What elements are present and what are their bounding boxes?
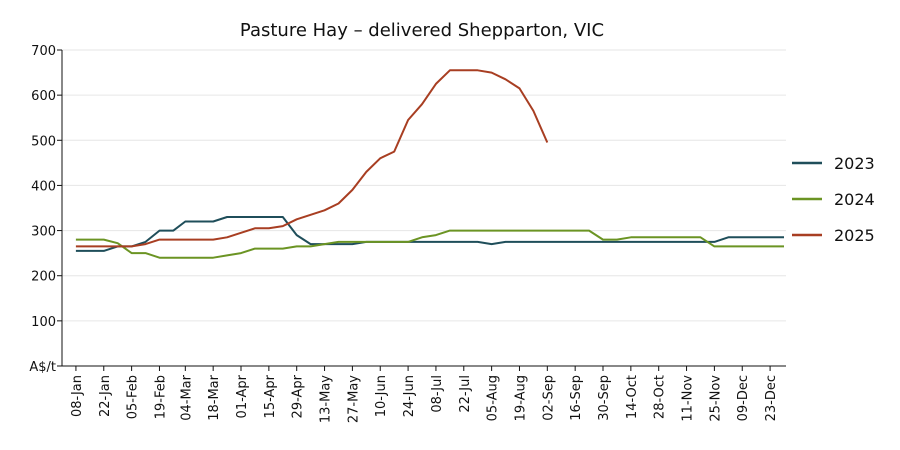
x-tick-label: 28-Oct — [653, 375, 668, 419]
x-tick-label: 30-Sep — [597, 375, 612, 421]
x-tick-label: 22-Jan — [98, 375, 113, 417]
y-tick-label: 600 — [31, 89, 56, 104]
legend: 2023 2024 2025 — [792, 154, 875, 245]
x-tick-label: 10-Jun — [374, 375, 389, 417]
x-tick-label: 19-Feb — [153, 375, 168, 419]
y-tick-label: 300 — [31, 225, 56, 240]
legend-label-2025: 2025 — [834, 226, 875, 245]
x-tick-label: 05-Aug — [486, 375, 501, 421]
x-tick-label: 14-Oct — [625, 375, 640, 419]
y-tick-label: 100 — [31, 315, 56, 330]
x-tick-label: 25-Nov — [708, 375, 723, 422]
axes — [61, 50, 786, 367]
x-tick-label: 08-Jan — [70, 375, 85, 417]
grid — [62, 49, 786, 322]
x-tick-label: 05-Feb — [126, 375, 141, 419]
y-tick-label: 700 — [31, 44, 56, 59]
series-line-2024 — [75, 229, 784, 259]
x-tick-label: 04-Mar — [179, 374, 194, 420]
series-line-2025 — [75, 69, 549, 248]
y-tick-label: 500 — [31, 134, 56, 149]
legend-label-2024: 2024 — [834, 190, 875, 209]
series-line-2023 — [75, 216, 784, 252]
chart-title: Pasture Hay – delivered Shepparton, VIC — [240, 20, 604, 41]
series-group — [75, 69, 784, 259]
x-tick-label: 09-Dec — [736, 375, 751, 421]
legend-label-2023: 2023 — [834, 154, 875, 173]
x-tick-label: 01-Apr — [235, 374, 250, 418]
x-tick-label: 08-Jul — [430, 375, 445, 413]
x-tick-label: 16-Sep — [569, 375, 584, 421]
y-tick-label: 200 — [31, 270, 56, 285]
x-tick-label: 19-Aug — [513, 375, 528, 421]
y-tick-label: 400 — [31, 179, 56, 194]
x-tick-label: 15-Apr — [263, 374, 278, 418]
x-ticks: 08-Jan 22-Jan 05-Feb 19-Feb 04-Mar 18-Mar 01-A… — [70, 366, 779, 423]
x-tick-label: 23-Dec — [764, 375, 779, 421]
y-axis-label: A$/t — [29, 360, 56, 375]
x-tick-label: 18-Mar — [207, 374, 222, 420]
x-tick-label: 24-Jun — [402, 375, 417, 417]
x-tick-label: 13-May — [319, 375, 334, 423]
y-ticks: 100 200 300 400 500 600 700 — [31, 44, 62, 367]
x-tick-label: 02-Sep — [541, 375, 556, 421]
x-tick-label: 29-Apr — [291, 374, 306, 418]
x-tick-label: 11-Nov — [681, 375, 696, 422]
x-tick-label: 22-Jul — [458, 375, 473, 413]
x-tick-label: 27-May — [346, 375, 361, 423]
